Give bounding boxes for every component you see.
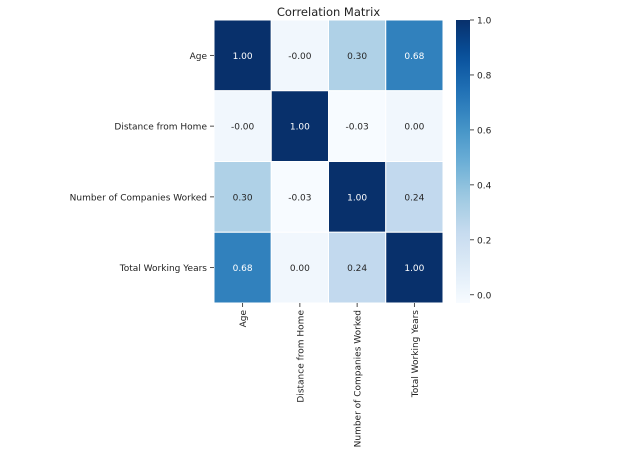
colorbar-tick-label: 0.0 xyxy=(477,291,492,301)
heatmap-cell xyxy=(270,231,329,304)
x-tick-label: Distance from Home xyxy=(296,310,306,403)
cell-annotation: 1.00 xyxy=(290,123,310,133)
cell-annotation: 0.24 xyxy=(347,264,367,274)
y-tick-label: Number of Companies Worked xyxy=(70,193,207,203)
heatmap-cell xyxy=(270,161,329,233)
x-tick-label: Number of Companies Worked xyxy=(354,310,364,447)
cell-annotation: 0.30 xyxy=(347,52,367,62)
heatmap-cell xyxy=(385,19,444,92)
x-tick-label: Total Working Years xyxy=(411,310,421,399)
cell-annotation: 0.30 xyxy=(233,193,253,203)
colorbar-tick-label: 1.0 xyxy=(477,17,492,27)
cell-annotation: -0.03 xyxy=(288,193,311,203)
cell-annotation: 0.00 xyxy=(290,264,310,274)
x-tick-label: Age xyxy=(239,310,249,328)
cell-annotation: 1.00 xyxy=(404,264,424,274)
heatmap-cell xyxy=(213,19,272,92)
y-tick-label: Distance from Home xyxy=(114,123,207,133)
y-tick-label: Total Working Years xyxy=(119,264,208,274)
heatmap-cell xyxy=(385,161,444,233)
cell-annotation: -0.03 xyxy=(345,123,368,133)
heatmap-cell xyxy=(328,19,387,92)
cell-annotation: 1.00 xyxy=(347,193,367,203)
colorbar-tick-label: 0.8 xyxy=(477,71,492,81)
cell-annotation: 0.00 xyxy=(404,123,424,133)
heatmap-cell xyxy=(270,90,329,162)
heatmap-cell xyxy=(385,231,444,304)
heatmap-cell xyxy=(385,90,444,162)
cell-annotation: -0.00 xyxy=(288,52,312,62)
y-tick-label: Age xyxy=(190,52,208,62)
cell-annotation: -0.00 xyxy=(231,123,255,133)
cell-annotation: 1.00 xyxy=(233,52,253,62)
colorbar-tick-label: 0.6 xyxy=(477,126,492,136)
chart-title: Correlation Matrix xyxy=(277,5,380,19)
colorbar xyxy=(456,20,470,303)
cell-annotation: 0.68 xyxy=(233,264,253,274)
heatmap-cell xyxy=(270,19,329,92)
colorbar-tick-label: 0.2 xyxy=(477,236,491,246)
cell-annotation: 0.68 xyxy=(404,52,424,62)
colorbar-tick-label: 0.4 xyxy=(477,181,492,191)
cell-annotation: 0.24 xyxy=(404,193,424,203)
